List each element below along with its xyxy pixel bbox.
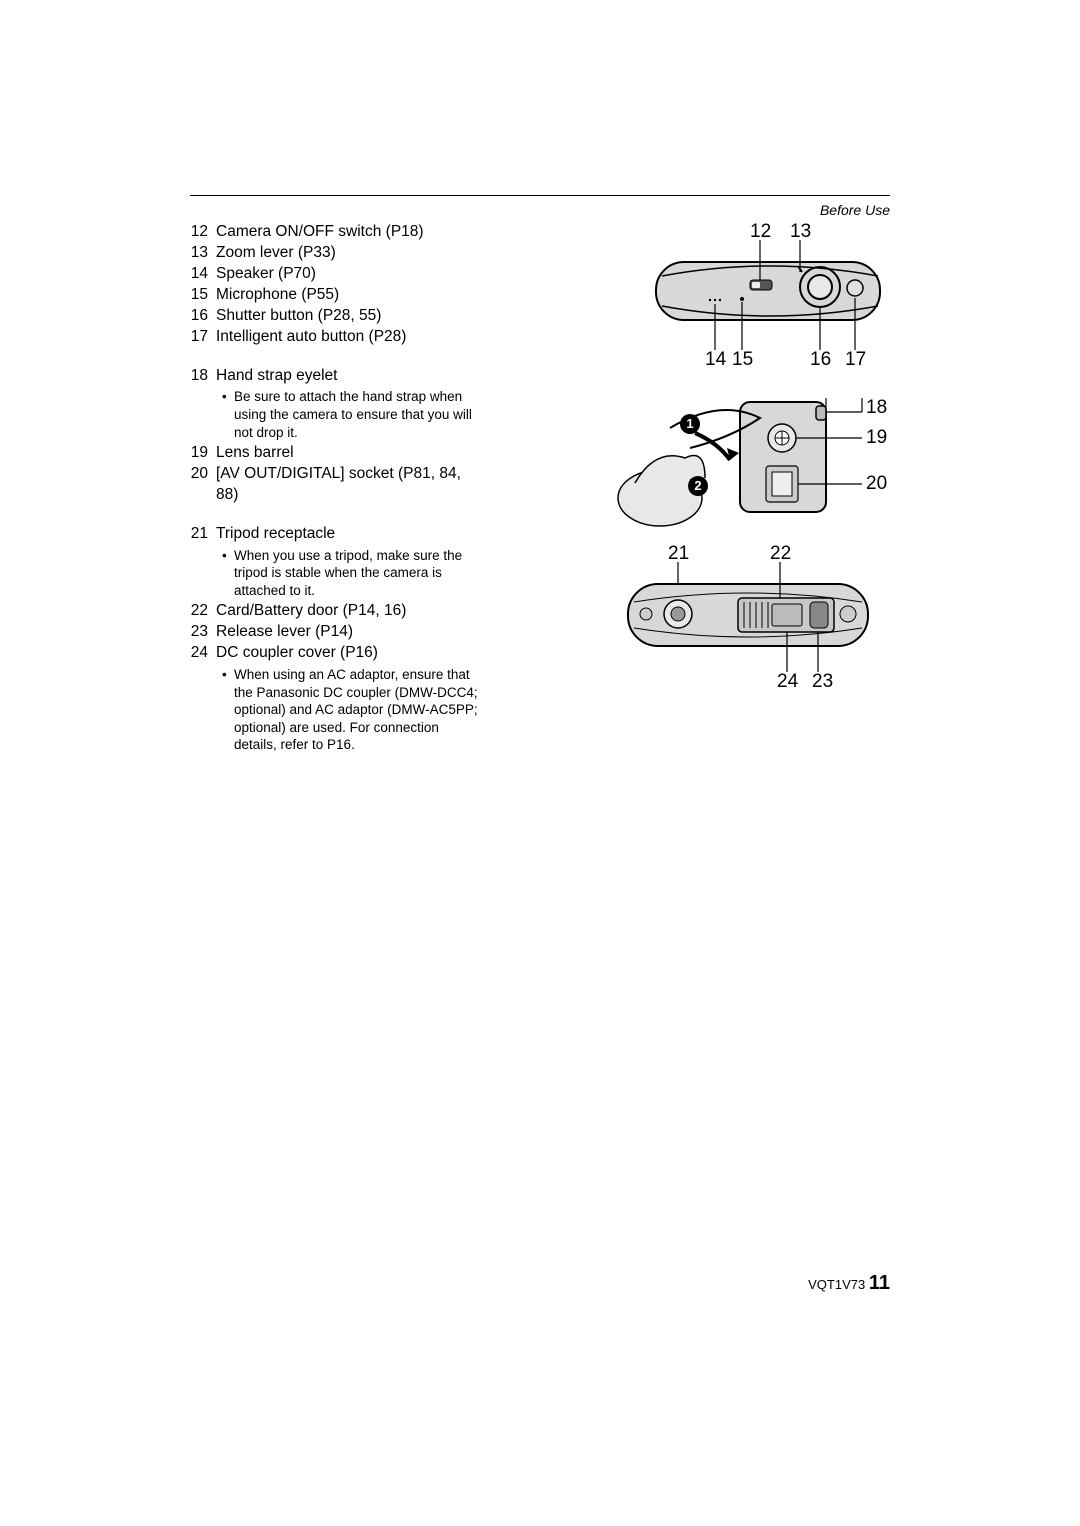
item-num: 12 (190, 222, 216, 243)
item-text: Zoom lever (P33) (216, 243, 480, 264)
item-note: When using an AC adaptor, ensure that th… (216, 666, 480, 754)
item-num: 18 (190, 366, 216, 444)
item-text: Camera ON/OFF switch (P18) (216, 222, 480, 243)
item-num: 24 (190, 643, 216, 756)
doc-code: VQT1V73 (808, 1277, 865, 1292)
item-text: Tripod receptacle When you use a tripod,… (216, 524, 480, 602)
item-text: Release lever (P14) (216, 622, 480, 643)
callout-22: 22 (770, 544, 791, 563)
item-num: 15 (190, 285, 216, 306)
callout-18: 18 (866, 398, 887, 417)
callout-13: 13 (790, 222, 811, 241)
manual-page: Before Use 12Camera ON/OFF switch (P18) … (190, 195, 890, 1295)
callout-20: 20 (866, 474, 887, 493)
item-text: Lens barrel (216, 443, 480, 464)
item-num: 14 (190, 264, 216, 285)
content-row: 12Camera ON/OFF switch (P18) 13Zoom leve… (190, 222, 890, 756)
item-label: DC coupler cover (P16) (216, 644, 378, 661)
item-text: Card/Battery door (P14, 16) (216, 601, 480, 622)
parts-list-2: 18 Hand strap eyelet Be sure to attach t… (190, 366, 480, 506)
item-label: Hand strap eyelet (216, 367, 338, 384)
callout-12: 12 (750, 222, 771, 241)
text-column: 12Camera ON/OFF switch (P18) 13Zoom leve… (190, 222, 480, 756)
item-num: 13 (190, 243, 216, 264)
step-marker-2: 2 (688, 476, 708, 496)
item-text: Hand strap eyelet Be sure to attach the … (216, 366, 480, 444)
item-text: DC coupler cover (P16) When using an AC … (216, 643, 480, 756)
camera-side-view-diagram: 1 2 18 19 20 (610, 388, 890, 528)
item-num: 19 (190, 443, 216, 464)
diagram-column: 12 13 14 15 16 17 (498, 222, 890, 756)
item-num: 21 (190, 524, 216, 602)
item-label: Tripod receptacle (216, 525, 335, 542)
item-num: 23 (190, 622, 216, 643)
item-text: Intelligent auto button (P28) (216, 327, 480, 348)
camera-bottom-view-diagram: 21 22 24 23 (620, 544, 880, 694)
camera-side-svg (610, 388, 890, 528)
item-num: 16 (190, 306, 216, 327)
item-text: Microphone (P55) (216, 285, 480, 306)
callout-23: 23 (812, 672, 833, 691)
item-num: 22 (190, 601, 216, 622)
callout-17: 17 (845, 350, 866, 369)
item-num: 17 (190, 327, 216, 348)
callout-21: 21 (668, 544, 689, 563)
callout-24: 24 (777, 672, 798, 691)
item-note: Be sure to attach the hand strap when us… (216, 388, 480, 441)
parts-list-1: 12Camera ON/OFF switch (P18) 13Zoom leve… (190, 222, 480, 348)
callout-15: 15 (732, 350, 753, 369)
section-header: Before Use (190, 196, 890, 222)
callout-14: 14 (705, 350, 726, 369)
callout-16: 16 (810, 350, 831, 369)
item-text: Speaker (P70) (216, 264, 480, 285)
step-marker-1: 1 (680, 414, 700, 434)
item-note: When you use a tripod, make sure the tri… (216, 547, 480, 600)
item-num: 20 (190, 464, 216, 506)
camera-bottom-svg (620, 544, 880, 694)
page-footer: VQT1V73 11 (808, 1272, 890, 1295)
page-number: 11 (869, 1272, 890, 1294)
callout-19: 19 (866, 428, 887, 447)
item-text: Shutter button (P28, 55) (216, 306, 480, 327)
camera-top-view-diagram: 12 13 14 15 16 17 (650, 222, 890, 372)
parts-list-3: 21 Tripod receptacle When you use a trip… (190, 524, 480, 756)
item-text: [AV OUT/DIGITAL] socket (P81, 84, 88) (216, 464, 480, 506)
